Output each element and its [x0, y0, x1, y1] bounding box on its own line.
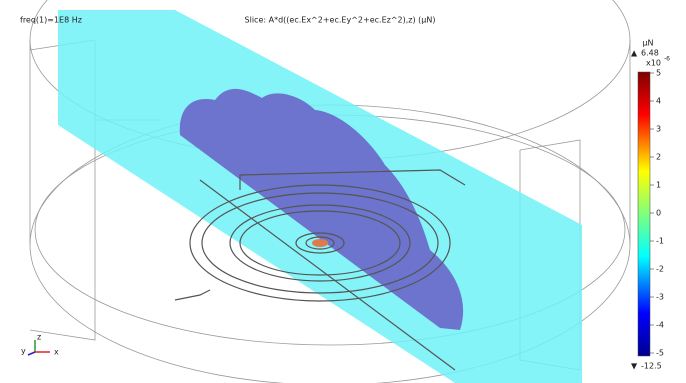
tick-label: -4 — [656, 321, 664, 330]
axis-label: y — [21, 347, 26, 356]
color-legend: μN ▲ 6.48 x10 -6 ▼ -12.5 — [631, 39, 670, 371]
color-bar — [637, 71, 651, 357]
tick-label: 5 — [656, 69, 661, 78]
min-label: -12.5 — [641, 362, 662, 371]
tick-label: -2 — [656, 265, 664, 274]
tick-label: -1 — [656, 237, 664, 246]
unit-label: μN — [642, 39, 653, 48]
axis-label: x — [54, 348, 59, 357]
tick-label: 1 — [656, 181, 661, 190]
max-label: 6.48 — [641, 49, 659, 58]
tick-label: 3 — [656, 125, 661, 134]
multiplier: x10 — [646, 59, 661, 68]
frequency-label: freq(1)=1E8 Hz — [20, 16, 82, 25]
tick-label: 2 — [656, 153, 661, 162]
tick-label: -3 — [656, 293, 664, 302]
max-marker: ▲ — [631, 49, 638, 58]
field-slice — [179, 88, 464, 330]
axis-triad: z x y — [21, 333, 59, 357]
min-marker: ▼ — [631, 362, 638, 371]
tick-label: -5 — [656, 349, 664, 358]
tick-label: 0 — [656, 209, 661, 218]
tick-label: 4 — [656, 97, 661, 106]
expression-label: Slice: A*d((ec.Ex^2+ec.Ey^2+ec.Ez^2),z) … — [245, 16, 436, 25]
coil-geometry — [174, 169, 466, 371]
exponent: -6 — [664, 56, 670, 63]
axis-label: z — [37, 333, 41, 342]
